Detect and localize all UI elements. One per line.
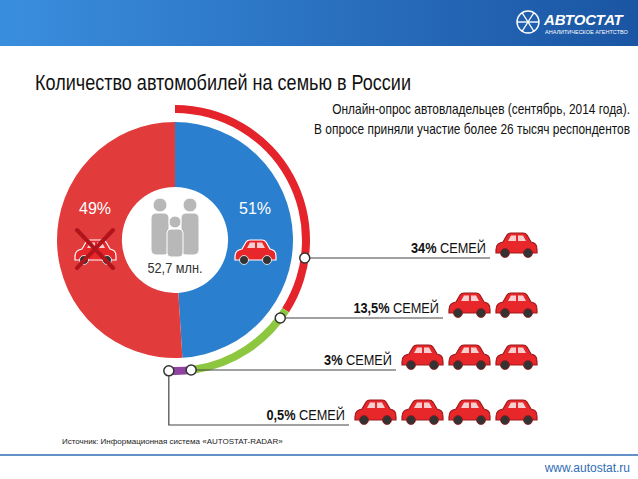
svg-text:www.autostat.ru: www.autostat.ru — [544, 461, 630, 475]
svg-text:Количество автомобилей на семь: Количество автомобилей на семью в России — [35, 70, 411, 94]
svg-text:52,7 млн.: 52,7 млн. — [147, 259, 202, 276]
svg-text:В опросе приняли участие более: В опросе приняли участие более 26 тысяч … — [314, 121, 630, 137]
svg-text:Источник: Информационная систе: Источник: Информационная система «AUTOST… — [62, 437, 283, 446]
svg-text:0,5% СЕМЕЙ: 0,5% СЕМЕЙ — [266, 405, 345, 423]
svg-text:АНАЛИТИЧЕСКОЕ АГЕНТСТВО: АНАЛИТИЧЕСКОЕ АГЕНТСТВО — [545, 29, 629, 35]
svg-text:Онлайн-опрос автовладельцев (с: Онлайн-опрос автовладельцев (сентябрь, 2… — [332, 101, 630, 117]
svg-text:49%: 49% — [79, 200, 111, 217]
svg-text:51%: 51% — [239, 200, 271, 217]
svg-text:3% СЕМЕЙ: 3% СЕМЕЙ — [324, 350, 392, 368]
svg-text:34% СЕМЕЙ: 34% СЕМЕЙ — [411, 238, 486, 256]
svg-text:13,5% СЕМЕЙ: 13,5% СЕМЕЙ — [353, 298, 439, 316]
svg-text:АВТОСТАТ: АВТОСТАТ — [543, 11, 625, 28]
